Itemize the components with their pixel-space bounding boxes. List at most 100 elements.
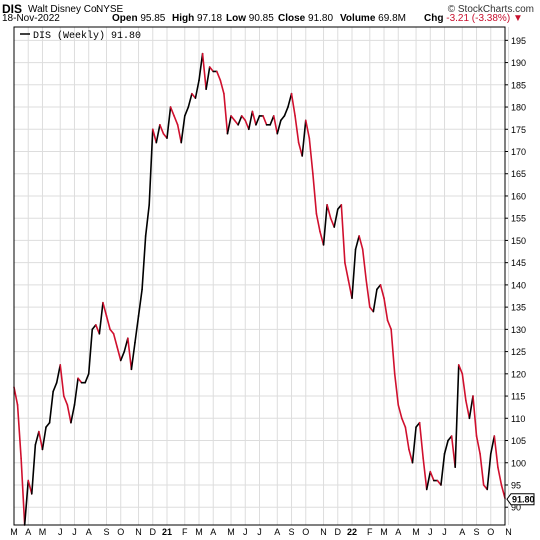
price-segment <box>479 453 485 486</box>
price-segment <box>472 395 478 437</box>
y-tick-label: 95 <box>511 480 521 490</box>
price-segment <box>440 453 446 486</box>
price-segment <box>283 106 289 117</box>
price-segment <box>169 106 175 117</box>
price-segment <box>248 110 254 131</box>
x-tick-label: A <box>86 527 92 537</box>
price-segment <box>322 204 328 246</box>
x-tick-label: S <box>103 527 109 537</box>
price-segment <box>223 92 229 135</box>
price-segment <box>315 212 321 233</box>
legend-label: DIS (Weekly) 91.80 <box>33 30 141 42</box>
price-segment <box>365 279 371 308</box>
price-segment <box>91 324 97 331</box>
price-line <box>13 52 506 526</box>
x-tick-label: A <box>459 527 465 537</box>
last-value-box <box>506 493 535 506</box>
price-segment <box>429 470 435 482</box>
price-segment <box>361 248 368 282</box>
price-segment <box>34 430 40 446</box>
price-segment <box>347 279 353 300</box>
price-segment <box>468 395 474 420</box>
x-tick-label: M <box>380 527 388 537</box>
x-tick-label: M <box>10 527 18 537</box>
price-segment <box>52 381 58 393</box>
change-value: -3.21 (-3.38%) <box>446 13 511 24</box>
price-segment <box>393 373 400 406</box>
x-tick-label: J <box>257 527 262 537</box>
y-tick-label: 160 <box>511 191 526 201</box>
price-segment <box>205 66 211 91</box>
price-segment <box>226 115 232 135</box>
price-segment <box>500 484 506 500</box>
price-segment <box>287 92 293 108</box>
price-segment <box>159 124 165 135</box>
low-value: 90.85 <box>248 13 274 24</box>
price-segment <box>201 52 207 91</box>
price-segment <box>23 479 30 526</box>
y-tick-label: 175 <box>511 125 526 135</box>
price-segment <box>55 364 62 384</box>
price-segment <box>454 364 460 468</box>
price-segment <box>344 261 350 282</box>
x-tick-label: M <box>195 527 203 537</box>
y-tick-label: 140 <box>511 280 526 290</box>
y-tick-label: 170 <box>511 147 526 157</box>
price-segment <box>465 399 471 420</box>
price-segment <box>84 373 90 384</box>
price-segment <box>130 341 136 371</box>
price-segment <box>358 235 364 251</box>
price-segment <box>155 124 161 144</box>
x-tick-label: N <box>505 527 512 537</box>
x-tick-label: A <box>274 527 280 537</box>
y-tick-label: 130 <box>511 325 526 335</box>
x-tick-label: J <box>442 527 447 537</box>
legend: DIS (Weekly) 91.80 <box>20 30 141 42</box>
price-segment <box>244 119 250 131</box>
volume-value: 69.8M <box>378 13 406 24</box>
company-name: Walt Disney Co. <box>28 4 100 15</box>
y-tick-label: 190 <box>511 58 526 68</box>
price-segment <box>422 457 428 491</box>
y-tick-label: 125 <box>511 347 526 357</box>
price-segment <box>219 79 225 95</box>
open-value: 95.85 <box>140 13 166 24</box>
price-segment <box>351 248 357 300</box>
price-segment <box>233 119 239 126</box>
x-tick-label: M <box>412 527 420 537</box>
y-tick-label: 105 <box>511 436 526 446</box>
price-segment <box>13 386 19 406</box>
high-quote: High 97.18 <box>172 13 222 24</box>
ticker-symbol: DIS <box>2 2 23 16</box>
price-segment <box>151 128 158 144</box>
price-segment <box>48 390 54 424</box>
x-tick-label: A <box>25 527 31 537</box>
x-tick-label: O <box>302 527 309 537</box>
price-segment <box>116 346 122 362</box>
x-tick-label: F <box>182 527 188 537</box>
price-segment <box>16 404 22 460</box>
price-segment <box>87 328 94 375</box>
header-row-2: 18-Nov-2022 Open 95.85 High 97.18 Low 90… <box>0 13 540 26</box>
price-segment <box>38 430 44 451</box>
price-segment <box>180 115 186 144</box>
price-segment <box>137 288 143 317</box>
price-segment <box>272 115 279 135</box>
y-tick-label: 185 <box>511 80 526 90</box>
price-segment <box>262 115 268 126</box>
price-segment <box>41 426 47 451</box>
price-segment <box>386 319 392 331</box>
price-segment <box>70 404 76 424</box>
open-label: Open <box>112 13 138 24</box>
x-tick-label: D <box>150 527 157 537</box>
price-segment <box>408 448 414 464</box>
price-segment <box>411 426 417 464</box>
y-tick-label: 115 <box>511 392 525 402</box>
y-tick-label: 180 <box>511 103 526 113</box>
price-segment <box>216 70 222 82</box>
price-segment <box>255 115 261 126</box>
price-segment <box>404 426 410 451</box>
change-label: Chg <box>424 13 444 24</box>
price-segment <box>269 115 275 126</box>
price-segment <box>77 377 83 384</box>
